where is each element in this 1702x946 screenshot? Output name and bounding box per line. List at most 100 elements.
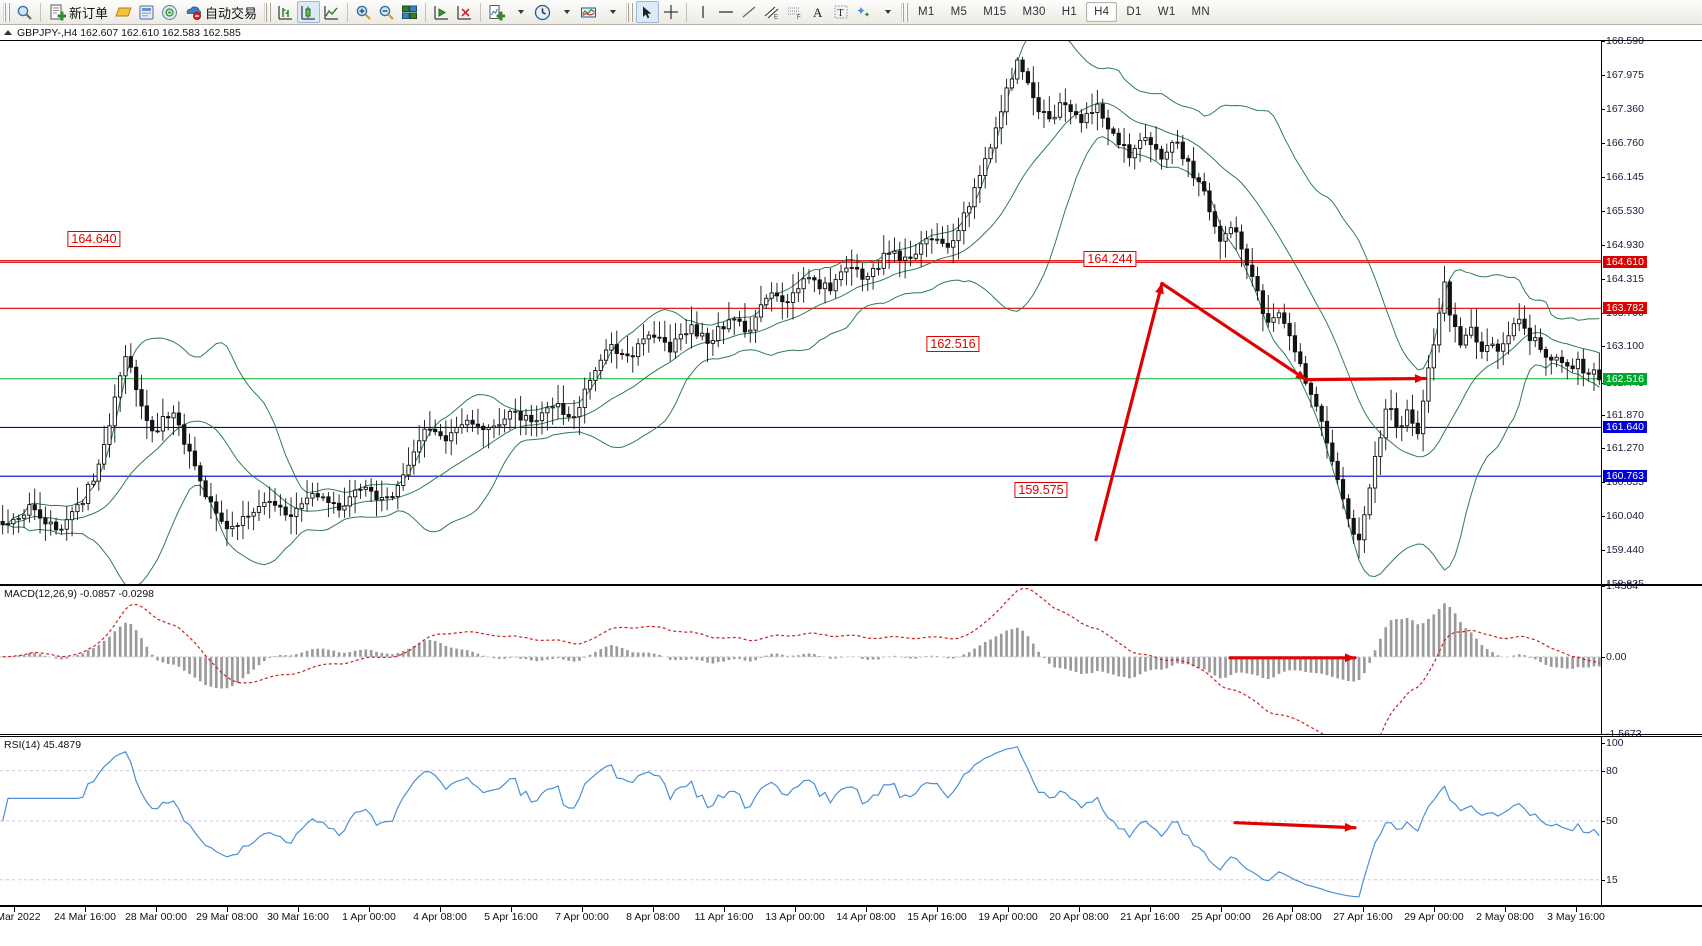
time-tick-label: 5 Apr 16:00 [484,911,538,923]
timeframe-m30[interactable]: M30 [1022,6,1046,18]
price-tick: 163.100 [1601,340,1644,353]
svg-text:A: A [813,5,823,20]
folder-icon[interactable] [112,1,135,23]
chart-quote-text: GBPJPY-,H4 162.607 162.610 162.583 162.5… [17,26,241,39]
time-tick-label: 28 Mar 00:00 [125,911,187,923]
price-level-label[interactable]: 163.782 [1603,302,1647,315]
candlestick-chart-icon[interactable] [297,1,321,23]
timeframe-h1[interactable]: H1 [1061,6,1078,18]
time-tick-mark [85,907,86,912]
time-tick-mark [440,907,441,912]
price-tick: 161.870 [1601,408,1644,421]
price-annotation[interactable]: 164.244 [1083,251,1137,267]
zoom-in-icon[interactable] [352,1,375,23]
price-tick: 161.270 [1601,442,1644,455]
time-tick-mark [795,907,796,912]
timeframe-m1[interactable]: M1 [918,6,935,18]
macd-pane[interactable]: MACD(12,26,9) -0.0857 -0.0298 1.4384 0.00… [0,580,1702,740]
rsi-plot-area[interactable] [0,737,1702,905]
indicators-icon[interactable] [577,1,600,23]
price-tick: 159.440 [1601,543,1644,556]
timeframe-m5[interactable]: M5 [950,6,968,18]
objects-icon[interactable] [852,1,875,23]
price-level-label[interactable]: 161.640 [1603,421,1647,434]
trendline-icon[interactable] [737,1,760,23]
toolbar-grip[interactable] [3,2,10,22]
new-order-button[interactable]: 新订单 [45,1,112,23]
timeframe-w1[interactable]: W1 [1157,6,1176,18]
svg-text:T: T [837,8,843,19]
toolbar-grip-4[interactable] [901,2,909,22]
market-watch-icon[interactable] [158,1,181,23]
time-tick-label: 27 Apr 16:00 [1333,911,1393,923]
rsi-scale[interactable]: 100 80 50 15 [1601,737,1702,905]
bar-chart-icon[interactable] [274,1,297,23]
svg-text:E: E [774,15,778,21]
svg-text:F: F [797,15,801,20]
price-axis-line [1601,41,1602,584]
time-tick-label: 3 May 16:00 [1547,911,1605,923]
horizontal-line-icon[interactable] [714,1,737,23]
price-chart-pane[interactable]: 164.640 164.244 162.516 159.575 168.590 167.… [0,35,1702,590]
time-tick-label: 29 Apr 00:00 [1404,911,1464,923]
period-icon[interactable] [531,1,554,23]
time-tick-mark [227,907,228,912]
price-plot-area[interactable]: 164.640 164.244 162.516 159.575 [0,41,1702,584]
price-level-label[interactable]: 162.516 [1603,372,1647,385]
time-tick-label: 14 Apr 08:00 [836,911,896,923]
new-chart-dropdown-icon[interactable] [508,1,531,23]
equidistant-channel-icon[interactable]: E [760,1,783,23]
price-tick: 165.530 [1601,205,1644,218]
macd-plot-area[interactable] [0,586,1702,734]
timeframe-m15[interactable]: M15 [983,6,1007,18]
time-tick-label: 21 Apr 16:00 [1120,911,1180,923]
price-scale[interactable]: 168.590 167.975 167.360 166.760 166.145 165.5… [1601,35,1702,590]
new-order-label: 新订单 [69,5,109,21]
cursor-icon[interactable] [636,1,660,23]
time-scale[interactable]: 3 Mar 2022 24 Mar 16:00 28 Mar 00:00 29 Mar… [0,906,1702,946]
macd-tick: 0.00 [1600,650,1627,663]
rsi-pane[interactable]: RSI(14) 45.4879 100 80 50 15 [0,736,1702,906]
time-tick-mark [369,907,370,912]
shift-end-icon[interactable] [430,1,453,23]
toolbar-grip-2[interactable] [264,2,272,22]
collapse-triangle-icon[interactable] [4,30,12,35]
timeframe-d1[interactable]: D1 [1126,6,1142,18]
price-annotation[interactable]: 164.640 [67,231,121,247]
period-dropdown-icon[interactable] [554,1,577,23]
timeframe-mn[interactable]: MN [1191,6,1211,18]
time-tick-label: 29 Mar 08:00 [196,911,258,923]
crosshair-icon[interactable] [659,1,682,23]
macd-label: MACD(12,26,9) -0.0857 -0.0298 [4,588,154,600]
toolbar-grip-3[interactable] [626,2,634,22]
price-tick: 166.760 [1601,136,1644,149]
macd-scale[interactable]: 1.4384 0.00 -1.5673 [1600,580,1702,740]
line-chart-icon[interactable] [320,1,343,23]
price-tick: 168.590 [1601,35,1644,47]
objects-dropdown-icon[interactable] [875,1,898,23]
indicators-dropdown-icon[interactable] [600,1,623,23]
new-chart-icon[interactable] [485,1,508,23]
rsi-label: RSI(14) 45.4879 [4,739,82,751]
fibonacci-icon[interactable]: F [783,1,806,23]
autotrading-button[interactable]: 自动交易 [181,1,261,23]
text-label-icon[interactable]: T [829,1,852,23]
tile-windows-icon[interactable] [398,1,421,23]
auto-scroll-icon[interactable] [453,1,476,23]
price-level-label[interactable]: 164.610 [1603,256,1647,269]
price-tick: 167.975 [1601,69,1644,82]
toolbar-separator [40,2,41,22]
autotrading-label: 自动交易 [205,5,258,21]
price-annotation[interactable]: 162.516 [926,336,980,352]
price-tick: 166.145 [1601,170,1644,183]
text-icon[interactable]: A [806,1,829,23]
price-level-label[interactable]: 160.763 [1603,470,1647,483]
toolbar-separator-3 [425,2,427,22]
timeframe-h4[interactable]: H4 [1086,2,1118,22]
profiles-icon[interactable] [135,1,158,23]
zoom-out-icon[interactable] [375,1,398,23]
price-annotation[interactable]: 159.575 [1014,482,1068,498]
rsi-tick: 100 [1601,737,1624,749]
magnifier-icon[interactable] [13,1,36,23]
vertical-line-icon[interactable] [691,1,714,23]
